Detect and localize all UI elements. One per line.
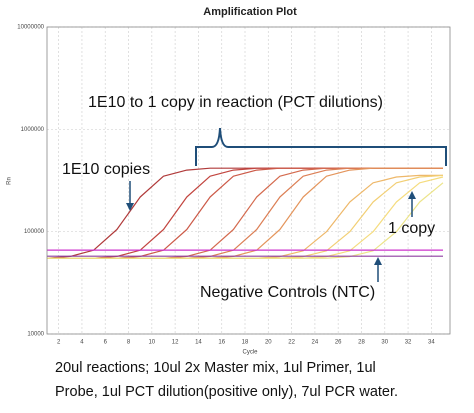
x-tick-label: 24 (312, 340, 319, 346)
x-tick-label: 10 (148, 340, 155, 346)
y-tick-label: 1000000 (21, 127, 45, 133)
annotation: 1E10 to 1 copy in reaction (PCT dilution… (88, 94, 383, 111)
chart-title: Amplification Plot (203, 6, 297, 18)
caption: 20ul reactions; 10ul 2x Master mix, 1ul … (55, 360, 376, 376)
x-tick-label: 28 (358, 340, 365, 346)
x-tick-label: 14 (195, 340, 202, 346)
x-tick-label: 16 (218, 340, 225, 346)
x-tick-label: 12 (172, 340, 179, 346)
x-tick-label: 2 (57, 340, 61, 346)
x-tick-label: 26 (335, 340, 342, 346)
arrow-head (374, 257, 382, 265)
annotation: 1E10 copies (62, 161, 150, 178)
y-tick-label: 10000000 (17, 25, 44, 31)
x-tick-label: 6 (104, 340, 108, 346)
caption: Probe, 1ul PCT dilution(positive only), … (55, 384, 398, 400)
amplification-curve (47, 182, 444, 259)
y-tick-label: 100000 (24, 229, 45, 235)
arrow-head (408, 191, 416, 199)
x-tick-label: 4 (80, 340, 84, 346)
arrow-head (126, 203, 134, 211)
x-axis-label: Cycle (242, 350, 258, 356)
y-axis-label: Rn (7, 177, 13, 185)
x-tick-label: 22 (288, 340, 295, 346)
y-tick-label: 10000 (27, 332, 44, 338)
x-tick-label: 8 (127, 340, 131, 346)
x-tick-label: 30 (381, 340, 388, 346)
x-tick-label: 34 (428, 340, 435, 346)
x-tick-label: 32 (405, 340, 412, 346)
plot-area (46, 26, 450, 335)
plot-frame (46, 26, 451, 335)
x-tick-label: 18 (242, 340, 249, 346)
annotation: Negative Controls (NTC) (200, 284, 375, 301)
x-tick-label: 20 (265, 340, 272, 346)
annotation: 1 copy (388, 220, 435, 237)
bracket (195, 127, 447, 166)
